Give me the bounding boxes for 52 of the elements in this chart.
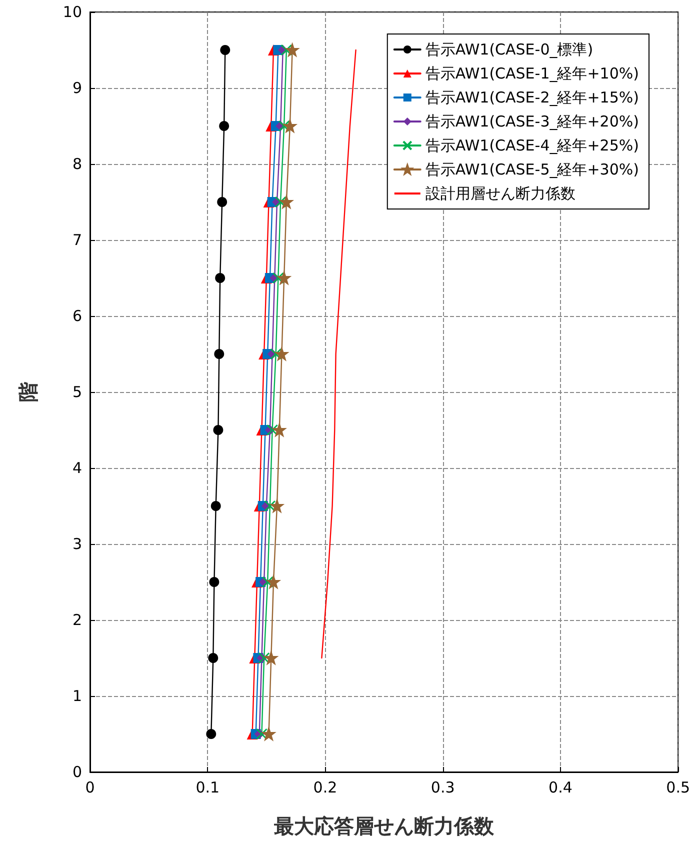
point <box>215 273 226 283</box>
point <box>280 196 293 208</box>
point <box>286 44 299 56</box>
point <box>220 45 230 55</box>
y-tick-label: 4 <box>72 459 82 477</box>
legend-label: 告示AW1(CASE-0_標準) <box>425 40 594 58</box>
point <box>273 424 286 436</box>
point <box>217 197 228 207</box>
y-tick-label: 2 <box>72 611 82 629</box>
x-tick-label: 0.5 <box>666 778 690 796</box>
point <box>214 349 224 359</box>
legend-label: 告示AW1(CASE-3_経年+20%) <box>425 112 640 130</box>
legend-label: 設計用層せん断力係数 <box>425 184 576 202</box>
legend-label: 告示AW1(CASE-4_経年+25%) <box>425 136 640 154</box>
x-tick-label: 0.1 <box>196 778 220 796</box>
y-tick-label: 0 <box>72 763 82 781</box>
point <box>278 272 290 284</box>
x-axis-title: 最大応答層せん断力係数 <box>273 814 496 838</box>
y-tick-label: 3 <box>72 535 82 553</box>
x-tick-label: 0.2 <box>313 778 338 796</box>
point <box>210 501 221 511</box>
y-tick-label: 8 <box>72 155 82 173</box>
point <box>256 728 268 740</box>
x-tick-label: 0 <box>85 778 95 796</box>
point <box>206 729 216 739</box>
point <box>275 348 288 360</box>
y-axis-title: 階 <box>16 381 40 402</box>
point <box>264 500 276 512</box>
legend-label: 告示AW1(CASE-1_経年+10%) <box>425 64 640 82</box>
y-tick-label: 1 <box>72 687 82 705</box>
y-tick-label: 9 <box>72 79 82 97</box>
point <box>267 576 280 588</box>
point <box>208 653 218 663</box>
legend-label: 告示AW1(CASE-5_経年+30%) <box>425 160 640 178</box>
point <box>270 500 284 512</box>
y-tick-label: 7 <box>72 231 82 249</box>
point <box>258 652 270 664</box>
x-tick-label: 0.4 <box>548 778 572 796</box>
point <box>266 424 278 436</box>
y-tick-label: 5 <box>72 383 82 401</box>
point <box>262 728 276 740</box>
x-tick-label: 0.3 <box>430 778 455 796</box>
point <box>213 425 224 435</box>
y-tick-label: 10 <box>62 3 82 21</box>
legend-label: 告示AW1(CASE-2_経年+15%) <box>425 88 640 106</box>
point <box>264 652 278 664</box>
y-tick-label: 6 <box>72 307 82 325</box>
point <box>284 120 296 132</box>
point <box>272 272 284 284</box>
point <box>219 121 230 131</box>
line-series <box>321 49 356 659</box>
point <box>209 577 220 587</box>
